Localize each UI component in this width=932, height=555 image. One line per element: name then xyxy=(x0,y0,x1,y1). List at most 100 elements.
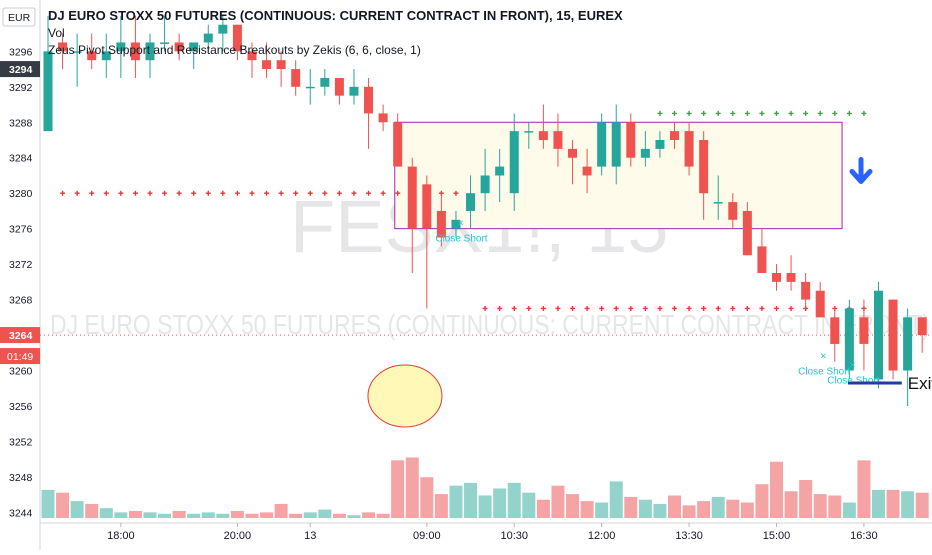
resistance-level-marker xyxy=(366,190,372,196)
time-tick-label: 13:30 xyxy=(675,530,703,542)
candle-body xyxy=(393,122,403,167)
price-tick-label: 3244 xyxy=(9,507,33,519)
resistance-green-marker xyxy=(701,110,707,116)
candle-body xyxy=(291,69,301,87)
volume-bar xyxy=(464,482,478,518)
price-tick-label: 3296 xyxy=(9,46,33,58)
support-level-marker xyxy=(730,305,736,311)
volume-bar xyxy=(420,477,434,518)
support-level-marker xyxy=(628,305,634,311)
volume-bar xyxy=(784,491,798,518)
watermark-name: DJ EURO STOXX 50 FUTURES (CONTINUOUS: CU… xyxy=(50,309,930,340)
volume-bar xyxy=(478,495,492,518)
volume-bar xyxy=(813,494,827,518)
candle-body xyxy=(407,166,417,229)
resistance-green-marker xyxy=(817,110,823,116)
candle-body xyxy=(830,317,840,344)
support-level-marker xyxy=(657,305,663,311)
candle-body xyxy=(466,193,476,211)
volume-bar xyxy=(638,499,652,518)
resistance-green-marker xyxy=(759,110,765,116)
volume-bar xyxy=(260,512,274,518)
volume-bar xyxy=(726,499,740,518)
resistance-level-marker xyxy=(234,190,240,196)
volume-bar xyxy=(187,513,201,518)
price-tick-label: 3260 xyxy=(9,366,33,378)
resistance-level-marker xyxy=(147,190,153,196)
candle-body xyxy=(364,86,374,114)
candle-body xyxy=(713,202,723,204)
volume-bar xyxy=(230,510,244,518)
resistance-green-marker xyxy=(686,110,692,116)
currency-box xyxy=(2,7,36,27)
candle-body xyxy=(189,42,199,52)
volume-bar xyxy=(274,503,288,518)
volume-bar xyxy=(172,510,186,518)
price-tick-label: 3284 xyxy=(9,153,33,165)
resistance-green-marker xyxy=(788,110,794,116)
volume-bar xyxy=(886,489,900,518)
price-tick-label: 3248 xyxy=(9,472,33,484)
candle-body xyxy=(130,42,140,61)
symbol-title[interactable]: DJ EURO STOXX 50 FUTURES (CONTINUOUS: CU… xyxy=(48,8,623,23)
countdown-badge xyxy=(0,348,40,365)
candle-body xyxy=(174,42,184,52)
time-tick-label: 13 xyxy=(304,530,316,542)
volume-bar xyxy=(376,513,390,518)
volume-bar xyxy=(915,492,929,518)
volume-highlight-ellipse xyxy=(367,364,443,428)
price-tick-label: 3292 xyxy=(9,82,33,94)
volume-bar xyxy=(303,512,317,518)
candle-body xyxy=(203,33,213,43)
volume-bar xyxy=(362,512,376,518)
resistance-level-marker xyxy=(205,190,211,196)
volume-bar xyxy=(522,492,536,518)
candle-body xyxy=(262,60,272,70)
current-price-badge xyxy=(0,327,40,344)
candle-body xyxy=(786,273,796,282)
volume-bar xyxy=(158,513,172,518)
candle-body xyxy=(801,281,811,300)
volume-bar xyxy=(740,502,754,518)
candle-body xyxy=(684,131,694,167)
candle-body xyxy=(611,122,621,167)
countdown-label: 01:49 xyxy=(7,351,33,363)
volume-bar xyxy=(842,502,856,518)
volume-indicator-label[interactable]: Vol xyxy=(48,26,65,40)
support-level-marker xyxy=(686,305,692,311)
candle-body xyxy=(655,140,665,149)
support-level-marker xyxy=(599,305,605,311)
support-level-marker xyxy=(482,305,488,311)
candle-body xyxy=(873,290,883,380)
candle-body xyxy=(495,166,505,176)
close-short-label: Close Short xyxy=(798,367,850,378)
support-level-marker xyxy=(774,305,779,311)
resistance-level-marker xyxy=(380,190,386,196)
pivot-indicator-label[interactable]: Zeus Pivot Support and Resistance Breako… xyxy=(48,43,421,57)
volume-bar xyxy=(405,457,419,518)
last-price-label: 3294 xyxy=(9,64,33,76)
candle-body xyxy=(699,140,709,194)
last-price-badge xyxy=(0,61,40,78)
time-tick-label: 16:30 xyxy=(850,530,878,542)
candle-body xyxy=(888,299,898,371)
candle-body xyxy=(247,51,257,61)
time-tick-label: 12:00 xyxy=(588,530,616,542)
candle-body xyxy=(844,308,854,371)
volume-bar xyxy=(624,496,638,518)
volume-bar xyxy=(85,503,99,518)
candle-body xyxy=(160,42,170,44)
resistance-level-marker xyxy=(395,190,401,196)
support-level-marker xyxy=(526,305,532,311)
volume-bar xyxy=(245,513,259,518)
candle-body xyxy=(538,131,548,140)
volume-bar xyxy=(391,460,405,518)
resistance-green-marker xyxy=(657,110,663,116)
resistance-level-marker xyxy=(220,190,226,196)
resistance-level-marker xyxy=(176,190,182,196)
support-level-marker xyxy=(584,305,590,311)
volume-bar xyxy=(551,485,565,518)
volume-bar xyxy=(216,513,230,518)
